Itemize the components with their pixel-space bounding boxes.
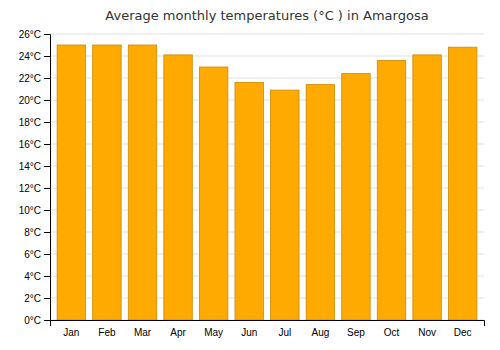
tick-label: Jan	[63, 327, 79, 338]
y-tick: 20°C	[19, 95, 50, 106]
plot: 0°C 2°C 4°C 6°C 8°C 10°C 12°C 14°C 16°C 18°C 20°C 2…	[19, 29, 485, 338]
x-tick: Aug	[311, 327, 329, 338]
x-tick: Jun	[241, 327, 257, 338]
x-tick: Nov	[418, 327, 436, 338]
bars	[57, 45, 477, 320]
y-tick: 12°C	[19, 183, 50, 194]
tick-label: Oct	[384, 327, 400, 338]
axis-line	[51, 321, 485, 327]
tick-label: 12°C	[19, 183, 41, 194]
tick-mark	[44, 100, 50, 101]
tick-label: Aug	[311, 327, 329, 338]
x-tick: Dec	[454, 327, 472, 338]
tick-label: 6°C	[24, 249, 41, 260]
tick-label: 10°C	[19, 205, 41, 216]
y-tick: 16°C	[19, 139, 50, 150]
tick-mark	[44, 254, 50, 255]
bar	[377, 60, 405, 320]
bar	[342, 74, 370, 320]
x-tick: Oct	[384, 327, 400, 338]
chart: 0°C 2°C 4°C 6°C 8°C 10°C 12°C 14°C 16°C 18°C 20°C 2…	[0, 0, 500, 350]
y-tick: 4°C	[24, 271, 50, 282]
tick-label: 24°C	[19, 51, 41, 62]
tick-label: Dec	[454, 327, 472, 338]
tick-mark	[44, 122, 50, 123]
grid	[50, 34, 484, 320]
tick-label: 26°C	[19, 29, 41, 40]
x-tick: May	[204, 327, 223, 338]
x-tick: Mar	[134, 327, 152, 338]
tick-label: 18°C	[19, 117, 41, 128]
tick-mark	[44, 144, 50, 145]
tick-label: 14°C	[19, 161, 41, 172]
tick-mark	[44, 210, 50, 211]
bar	[93, 45, 121, 320]
x-tick: Apr	[170, 327, 186, 338]
y-tick: 8°C	[24, 227, 50, 238]
tick-mark	[44, 188, 50, 189]
tick-label: Jul	[278, 327, 291, 338]
tick-label: May	[204, 327, 223, 338]
y-tick: 6°C	[24, 249, 50, 260]
tick-label: 2°C	[24, 293, 41, 304]
y-tick: 2°C	[24, 293, 50, 304]
axis-line	[44, 35, 51, 321]
y-tick: 24°C	[19, 51, 50, 62]
tick-mark	[44, 166, 50, 167]
bar	[235, 82, 263, 320]
bar	[448, 47, 476, 320]
tick-label: 0°C	[24, 315, 41, 326]
y-tick: 10°C	[19, 205, 50, 216]
bar	[413, 55, 441, 320]
y-tick: 18°C	[19, 117, 50, 128]
x-tick: Jan	[63, 327, 79, 338]
tick-label: Jun	[241, 327, 257, 338]
tick-label: 22°C	[19, 73, 41, 84]
tick-label: 20°C	[19, 95, 41, 106]
tick-label: Apr	[170, 327, 186, 338]
y-tick: 22°C	[19, 73, 50, 84]
tick-label: 4°C	[24, 271, 41, 282]
tick-label: Nov	[418, 327, 436, 338]
y-tick: 0°C	[24, 315, 50, 326]
tick-mark	[44, 34, 50, 35]
tick-label: 16°C	[19, 139, 41, 150]
x-axis: Jan Feb Mar Apr May Jun Jul Aug Sep Oct Nov Dec	[51, 321, 485, 339]
bar	[199, 67, 227, 320]
bar	[271, 90, 299, 320]
bar	[164, 55, 192, 320]
tick-mark	[44, 56, 50, 57]
x-tick: Jul	[278, 327, 291, 338]
tick-mark	[44, 232, 50, 233]
tick-mark	[44, 298, 50, 299]
y-tick: 26°C	[19, 29, 50, 40]
bar	[306, 85, 334, 320]
grid-line	[50, 34, 484, 35]
tick-label: Feb	[98, 327, 116, 338]
tick-label: Mar	[134, 327, 152, 338]
tick-mark	[44, 78, 50, 79]
y-axis: 0°C 2°C 4°C 6°C 8°C 10°C 12°C 14°C 16°C 18°C 20°C 2…	[19, 29, 51, 326]
tick-label: Sep	[347, 327, 365, 338]
tick-label: 8°C	[24, 227, 41, 238]
y-tick: 14°C	[19, 161, 50, 172]
x-tick: Feb	[98, 327, 116, 338]
title: Average monthly temperatures (°C ) in Am…	[105, 8, 428, 23]
bar	[128, 45, 156, 320]
tick-mark	[44, 320, 50, 321]
tick-mark	[44, 276, 50, 277]
x-tick: Sep	[347, 327, 365, 338]
bar	[57, 45, 85, 320]
